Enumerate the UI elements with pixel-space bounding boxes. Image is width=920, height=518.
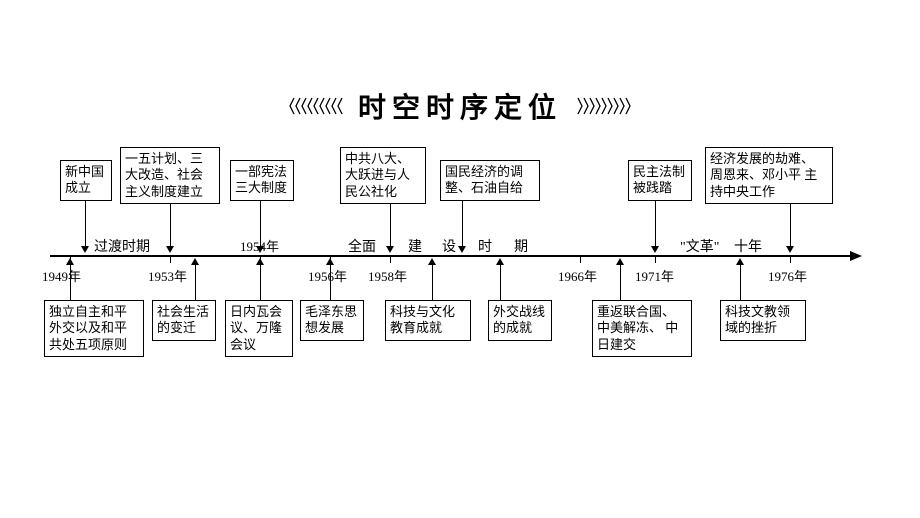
connector-bottom-6	[500, 263, 501, 300]
arrow-bottom-1	[66, 258, 74, 265]
period-construction-b: 建	[408, 236, 422, 256]
year-1949: 1949年	[42, 266, 81, 285]
chevron-left-icon	[288, 96, 344, 116]
box-top-4: 中共八大、 大跃进与人 民公社化	[340, 147, 426, 204]
chevron-right-icon	[576, 96, 632, 116]
arrow-bottom-8	[736, 258, 744, 265]
arrow-top-1	[81, 246, 89, 253]
box-top-3: 一部宪法 三大制度	[230, 160, 294, 201]
arrow-bottom-4	[326, 258, 334, 265]
arrow-top-2	[166, 246, 174, 253]
box-top-5: 国民经济的调 整、石油自给	[440, 160, 540, 201]
box-bottom-7: 重返联合国、 中美解冻、 中日建交	[592, 300, 692, 357]
year-1966: 1966年	[558, 266, 597, 285]
box-bottom-5: 科技与文化 教育成就	[385, 300, 471, 341]
arrowhead-icon	[850, 251, 862, 261]
tick-1976	[790, 255, 791, 263]
box-bottom-1: 独立自主和平 外交以及和平 共处五项原则	[44, 300, 144, 357]
year-1953: 1953年	[148, 266, 187, 285]
connector-top-6	[655, 200, 656, 248]
box-bottom-6: 外交战线 的成就	[488, 300, 552, 341]
connector-bottom-3	[260, 263, 261, 300]
tick-1953	[170, 255, 171, 263]
arrow-top-3	[256, 246, 264, 253]
arrow-bottom-7	[616, 258, 624, 265]
box-bottom-2: 社会生活 的变迁	[152, 300, 216, 341]
period-construction-e: 期	[514, 236, 528, 256]
connector-top-4	[390, 203, 391, 248]
connector-bottom-8	[740, 263, 741, 300]
period-cr-a: "文革"	[680, 236, 719, 256]
box-top-7: 经济发展的劫难、 周恩来、邓小平 主持中央工作	[705, 147, 833, 204]
arrow-bottom-5	[428, 258, 436, 265]
connector-bottom-4	[330, 263, 331, 300]
box-bottom-4: 毛泽东思 想发展	[300, 300, 364, 341]
arrow-bottom-3	[256, 258, 264, 265]
connector-top-1	[85, 200, 86, 248]
box-top-1: 新中国 成立	[60, 160, 112, 201]
page-title-wrap: 时空时序定位	[0, 86, 920, 126]
arrow-bottom-6	[496, 258, 504, 265]
arrow-bottom-2	[191, 258, 199, 265]
connector-bottom-1	[70, 263, 71, 300]
period-construction-a: 全面	[348, 236, 376, 256]
connector-bottom-7	[620, 263, 621, 300]
connector-bottom-2	[195, 263, 196, 300]
year-1956: 1956年	[308, 266, 347, 285]
tick-1966	[580, 255, 581, 263]
period-construction-c: 设	[442, 236, 456, 256]
connector-top-7	[790, 203, 791, 248]
year-1971: 1971年	[635, 266, 674, 285]
tick-1958	[390, 255, 391, 263]
connector-top-5	[462, 200, 463, 248]
arrow-top-5	[458, 246, 466, 253]
period-construction-d: 时	[478, 236, 492, 256]
box-top-2: 一五计划、三 大改造、社会 主义制度建立	[120, 147, 220, 204]
connector-top-2	[170, 203, 171, 248]
connector-bottom-5	[432, 263, 433, 300]
tick-1971	[655, 255, 656, 263]
period-cr-b: 十年	[734, 236, 762, 256]
box-bottom-3: 日内瓦会 议、万隆 会议	[225, 300, 293, 357]
box-bottom-8: 科技文教领 域的挫折	[720, 300, 806, 341]
arrow-top-6	[651, 246, 659, 253]
arrow-top-4	[386, 246, 394, 253]
period-transition: 过渡时期	[94, 236, 150, 256]
page-title: 时空时序定位	[358, 86, 562, 126]
connector-top-3	[260, 200, 261, 248]
year-1976: 1976年	[768, 266, 807, 285]
arrow-top-7	[786, 246, 794, 253]
year-1958: 1958年	[368, 266, 407, 285]
box-top-6: 民主法制 被践踏	[628, 160, 692, 201]
